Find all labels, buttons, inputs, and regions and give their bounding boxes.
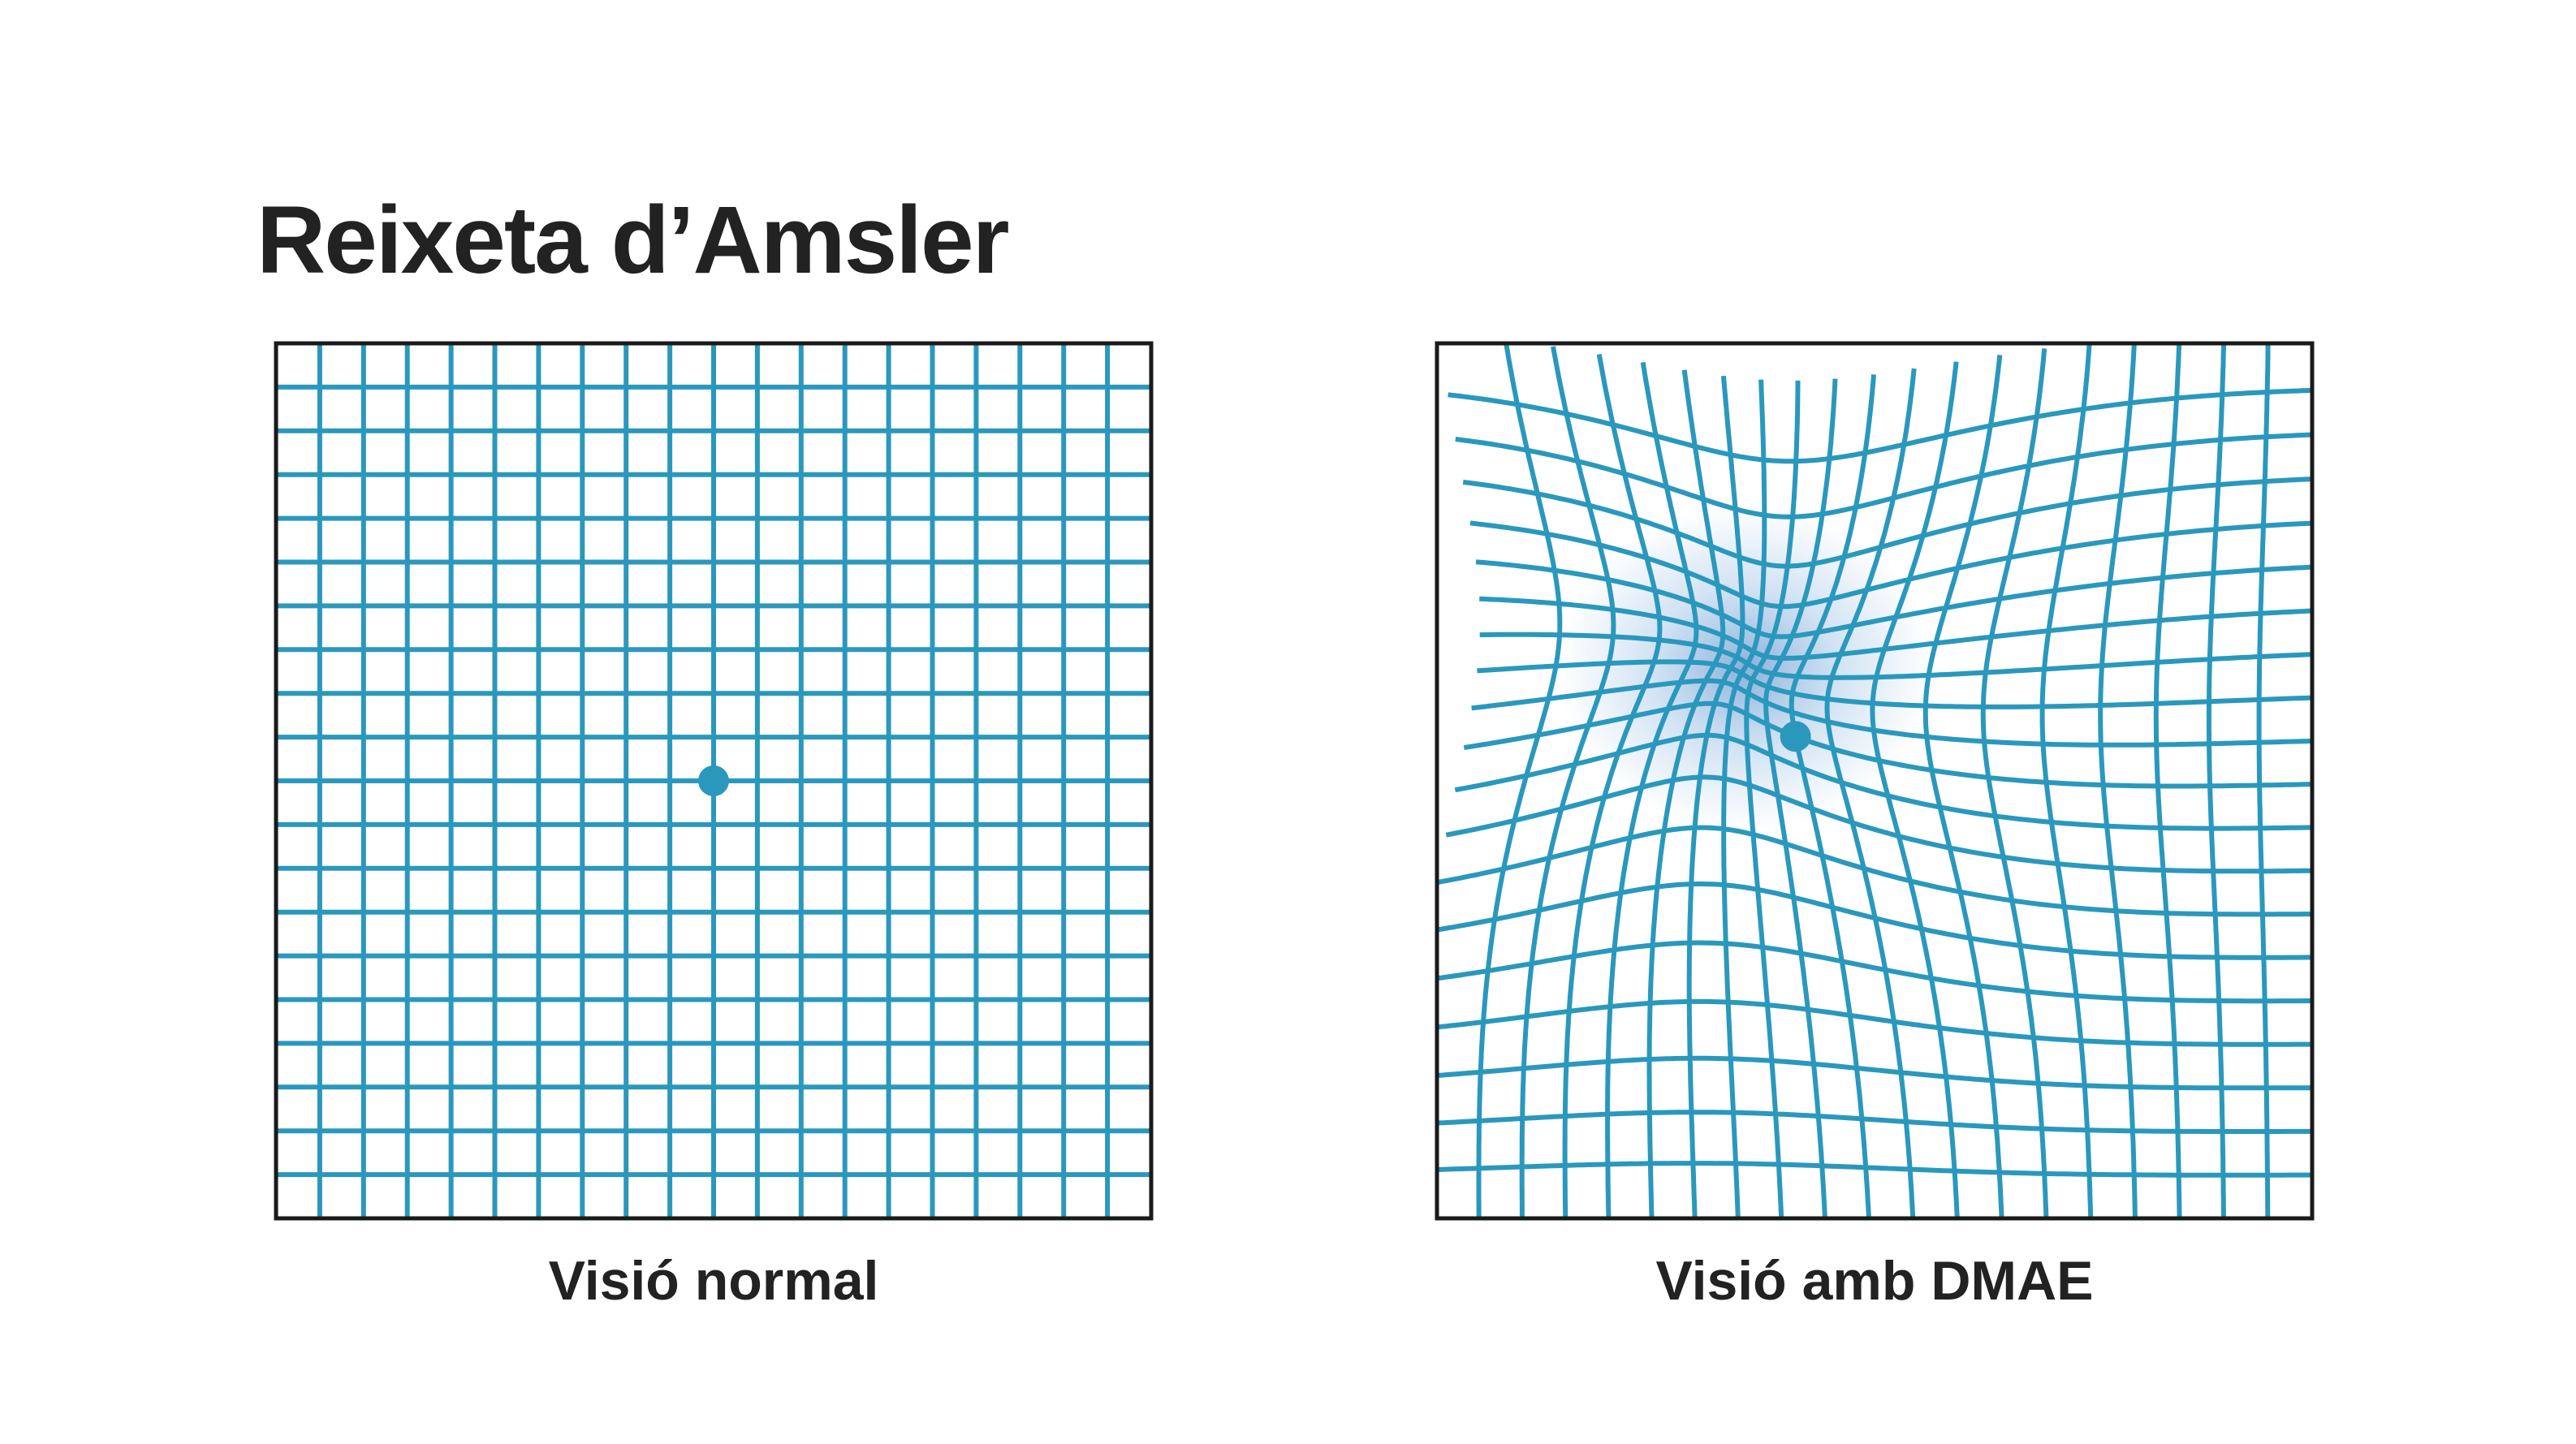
grid-line [1448,387,2312,464]
caption: Visió amb DMAE [1655,1250,2093,1312]
grid-line [1437,825,2312,917]
grid-frame [1435,341,2315,1221]
grid-line [1454,732,2312,831]
grid-line [2206,343,2227,1218]
normal-grid [276,343,1151,1218]
grid-line [1980,348,2049,1218]
grid-line [1437,998,2312,1047]
grid-line [2039,343,2094,1218]
grid-line [1445,774,2312,874]
grid-line [1437,940,2312,1004]
grid-line [1437,1110,2312,1134]
grid-line [1437,881,2312,960]
grid-line [2098,343,2138,1218]
title: Reixeta d’Amsler [257,187,1009,294]
caption: Visió normal [549,1250,879,1312]
grid-line [2153,343,2182,1218]
grid-line [1437,1055,2312,1091]
grid-line [1824,368,1917,1218]
grid-frame [274,341,1154,1221]
grid-line [1437,1160,2312,1178]
grid-line [1922,355,2004,1218]
fixation-dot [698,765,729,796]
grid-line [1870,361,1960,1218]
distorted-grid [1437,343,2312,1218]
grid-line [2256,343,2271,1218]
fixation-dot [1780,721,1811,752]
